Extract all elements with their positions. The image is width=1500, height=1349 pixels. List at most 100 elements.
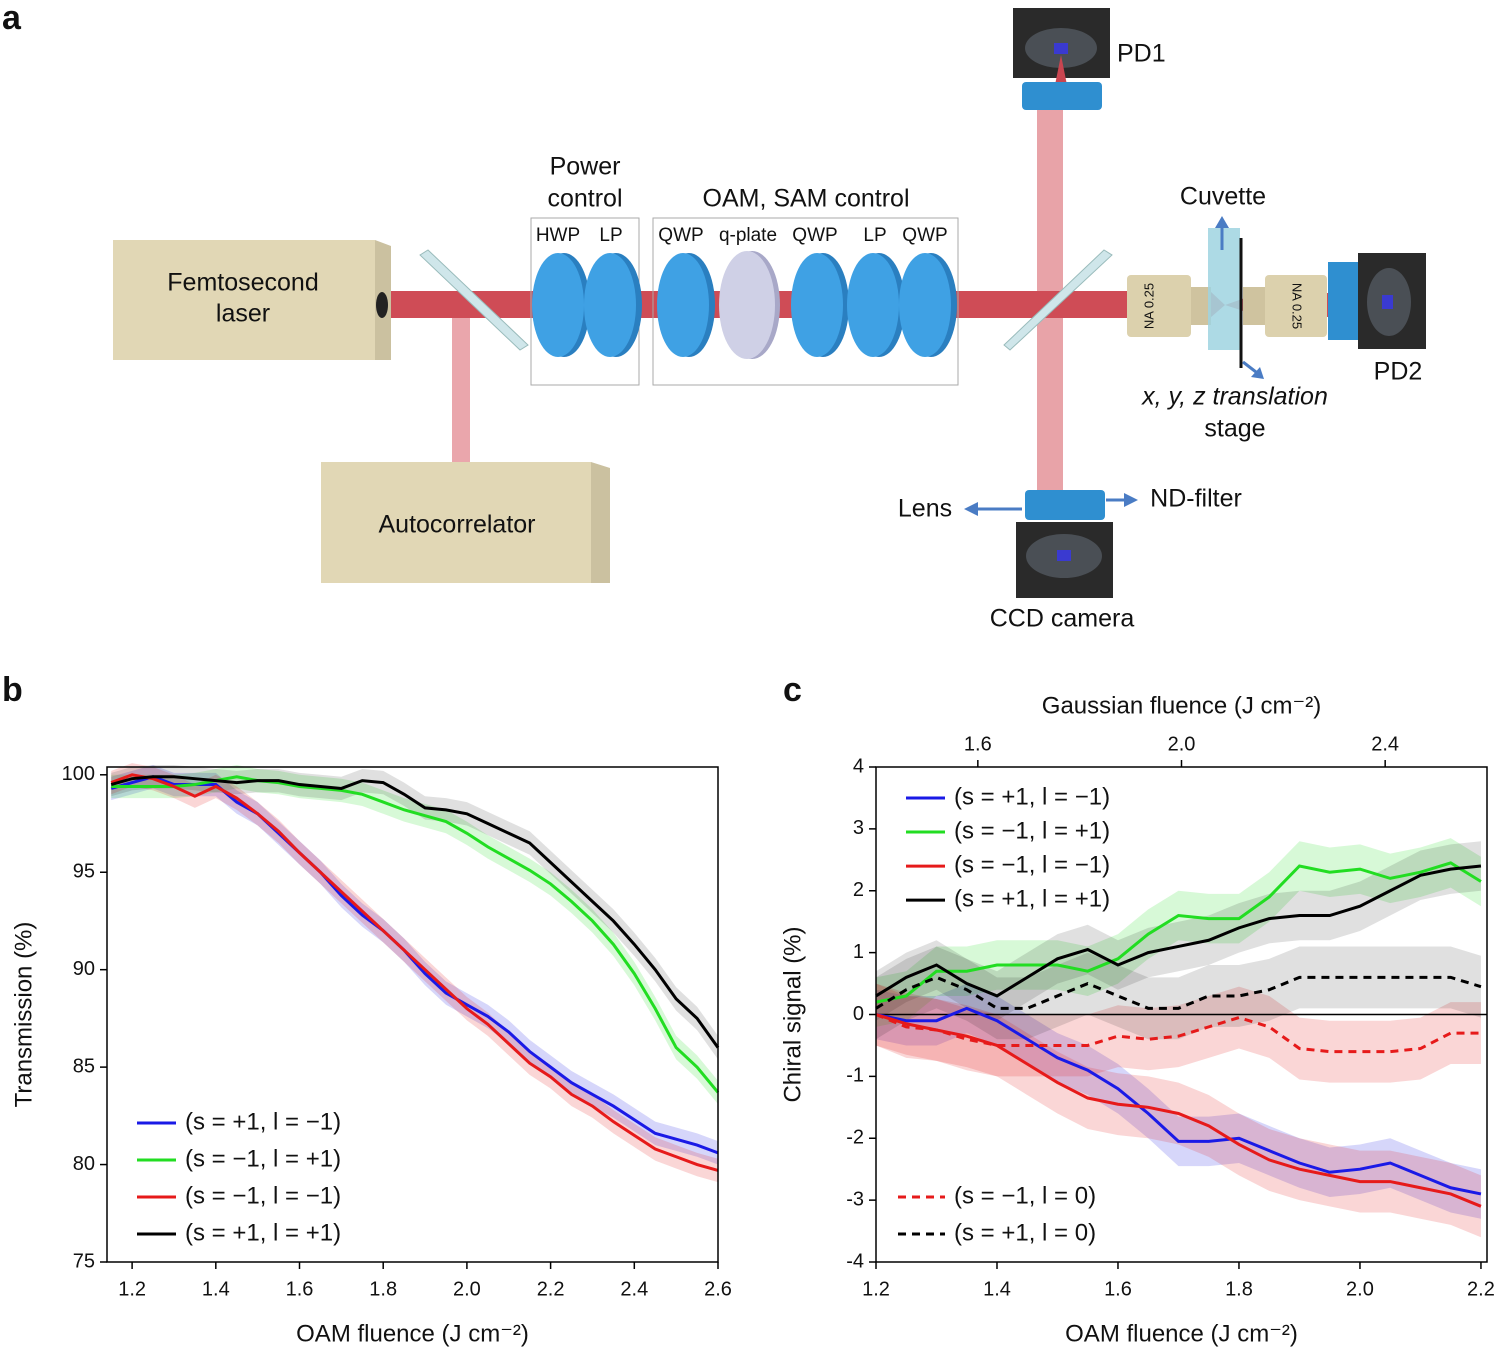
filter: [1328, 262, 1358, 340]
optic-label: QWP: [902, 225, 947, 246]
plot-frame: [106, 766, 719, 1263]
objective-label: NA 0.25: [1290, 283, 1305, 329]
sensor: [1054, 43, 1068, 54]
series-line: [875, 864, 1482, 998]
error-band: [111, 763, 718, 1183]
objective-tip: [1243, 287, 1265, 325]
error-band: [876, 983, 1481, 1083]
stage-label: stage: [1204, 415, 1265, 443]
arrow: [1242, 360, 1257, 374]
legend-label: (s = −1, l = −1): [185, 1182, 341, 1209]
objective-label: NA 0.25: [1141, 283, 1156, 329]
x-tick-label: 1.4: [202, 1278, 230, 1300]
x-tick-label: 2.4: [620, 1278, 648, 1300]
arrowhead: [964, 502, 978, 516]
optic-label: HWP: [536, 225, 580, 246]
panel-label: b: [2, 671, 23, 709]
x-axis-label: OAM fluence (J cm⁻²): [1065, 1320, 1298, 1347]
y-tick-label: -1: [846, 1065, 864, 1087]
error-band: [111, 765, 718, 1165]
y-tick-label: 85: [73, 1055, 95, 1077]
series-line: [875, 861, 1482, 1004]
pd1-label: PD1: [1117, 40, 1166, 68]
legend-label: (s = −1, l = +1): [954, 817, 1110, 844]
objective: [1265, 275, 1327, 337]
y-tick-label: -4: [846, 1250, 864, 1272]
autocorrelator-side: [591, 462, 610, 583]
x-axis-label: OAM fluence (J cm⁻²): [296, 1320, 529, 1347]
plate: [847, 253, 899, 357]
optic-label: QWP: [792, 225, 837, 246]
autocorrelator-box: [321, 462, 591, 583]
x-tick-label: 2.0: [1346, 1278, 1374, 1300]
error-band: [876, 983, 1481, 1238]
x-tick-label: 1.2: [118, 1278, 146, 1300]
x2-axis-label: Gaussian fluence (J cm⁻²): [1042, 692, 1321, 719]
x-tick-label: 2.0: [453, 1278, 481, 1300]
x2-tick-label: 1.6: [964, 733, 992, 755]
x-tick-label: 2.6: [704, 1278, 732, 1300]
legend-label: (s = +1, l = +1): [185, 1219, 341, 1246]
series-line: [875, 1013, 1482, 1208]
legend-label: (s = +1, l = +1): [954, 885, 1110, 912]
legend-label: (s = −1, l = 0): [954, 1182, 1096, 1209]
objective-tip: [1191, 287, 1211, 325]
x-tick-label: 1.2: [862, 1278, 890, 1300]
laser-label: laser: [216, 300, 270, 328]
y-tick-label: 100: [62, 763, 95, 785]
legend-label: (s = +1, l = 0): [954, 1219, 1096, 1246]
x-tick-label: 1.6: [1104, 1278, 1132, 1300]
error-band: [111, 765, 718, 1105]
legend-label: (s = +1, l = −1): [954, 783, 1110, 810]
q-plate: [719, 251, 775, 359]
filter: [1025, 490, 1105, 520]
cuvette-label: Cuvette: [1180, 183, 1266, 211]
autocorrelator-label: Autocorrelator: [378, 511, 535, 539]
error-band: [876, 838, 1481, 1027]
error-band: [111, 765, 718, 1060]
laser-label: Femtosecond: [167, 269, 318, 297]
y-tick-label: 2: [853, 879, 864, 901]
filter: [1022, 82, 1102, 110]
arrowhead: [1215, 216, 1229, 228]
y-axis-label: Transmission (%): [10, 922, 37, 1108]
plate: [657, 253, 709, 357]
oam-control-box: [652, 217, 959, 386]
beam-splitter: [1003, 249, 1113, 351]
series-line: [875, 1013, 1481, 1054]
y-tick-label: 90: [73, 958, 95, 980]
y-axis-label: Chiral signal (%): [779, 926, 806, 1102]
optic-label: LP: [863, 225, 886, 246]
group-label: OAM, SAM control: [703, 185, 910, 213]
x-tick-label: 1.4: [983, 1278, 1011, 1300]
beam-splitter: [419, 249, 529, 351]
plate: [899, 253, 951, 357]
y-tick-label: 75: [73, 1250, 95, 1272]
legend-label: (s = −1, l = −1): [954, 851, 1110, 878]
optic-label: QWP: [658, 225, 703, 246]
error-band: [876, 983, 1481, 1219]
nd-filter-label: ND-filter: [1150, 485, 1242, 513]
panel-label: c: [783, 671, 802, 709]
stage-label: x, y, z translation: [1141, 383, 1328, 411]
beam: [452, 305, 470, 465]
plate: [532, 253, 584, 357]
y-tick-label: -3: [846, 1188, 864, 1210]
x-tick-label: 2.2: [1467, 1278, 1495, 1300]
arrowhead: [1124, 493, 1138, 507]
lens-label: Lens: [898, 495, 952, 523]
wave-plates: [532, 251, 957, 359]
series-line: [875, 975, 1482, 1010]
x2-tick-label: 2.0: [1168, 733, 1196, 755]
series-line: [875, 1006, 1482, 1196]
y-tick-label: 80: [73, 1153, 95, 1175]
series-line: [110, 773, 719, 1172]
arrowhead: [1251, 367, 1264, 379]
error-band: [876, 946, 1481, 1040]
y-tick-label: 95: [73, 861, 95, 883]
sensor: [1382, 295, 1393, 309]
y-tick-label: -2: [846, 1127, 864, 1149]
x-tick-label: 1.6: [286, 1278, 314, 1300]
